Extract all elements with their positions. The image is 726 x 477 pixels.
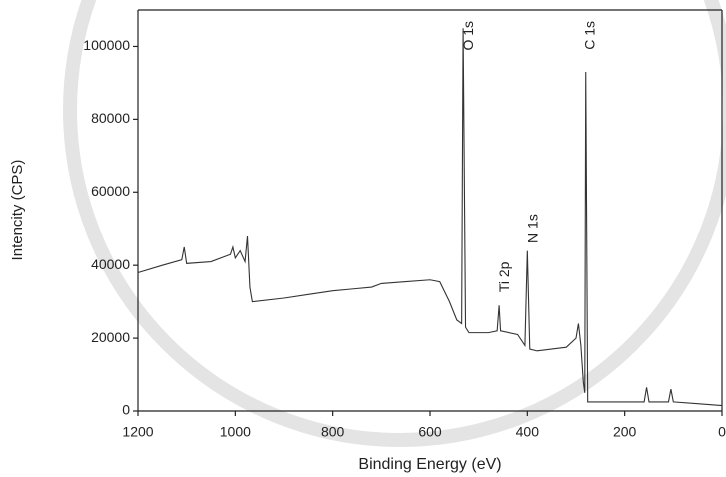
x-tick-label: 400 <box>516 424 540 440</box>
y-tick-label: 60000 <box>91 183 130 199</box>
y-tick-label: 0 <box>122 402 130 418</box>
y-axis-label: Intencity (CPS) <box>9 160 26 261</box>
y-tick-label: 80000 <box>91 110 130 126</box>
x-tick-label: 800 <box>321 424 345 440</box>
peak-label: Ti 2p <box>496 261 512 292</box>
peak-label: N 1s <box>524 214 540 243</box>
watermark <box>63 0 726 447</box>
x-axis-label: Binding Energy (eV) <box>358 456 501 473</box>
peak-label: C 1s <box>581 21 597 50</box>
peak-label: O 1s <box>460 21 476 51</box>
x-tick-label: 600 <box>418 424 442 440</box>
y-tick-label: 40000 <box>91 256 130 272</box>
x-tick-label: 1000 <box>220 424 251 440</box>
x-tick-label: 0 <box>718 424 726 440</box>
x-tick-label: 1200 <box>122 424 153 440</box>
y-tick-label: 20000 <box>91 329 130 345</box>
y-tick-label: 100000 <box>83 37 130 53</box>
spectrum-line <box>137 28 723 407</box>
x-tick-label: 200 <box>613 424 637 440</box>
